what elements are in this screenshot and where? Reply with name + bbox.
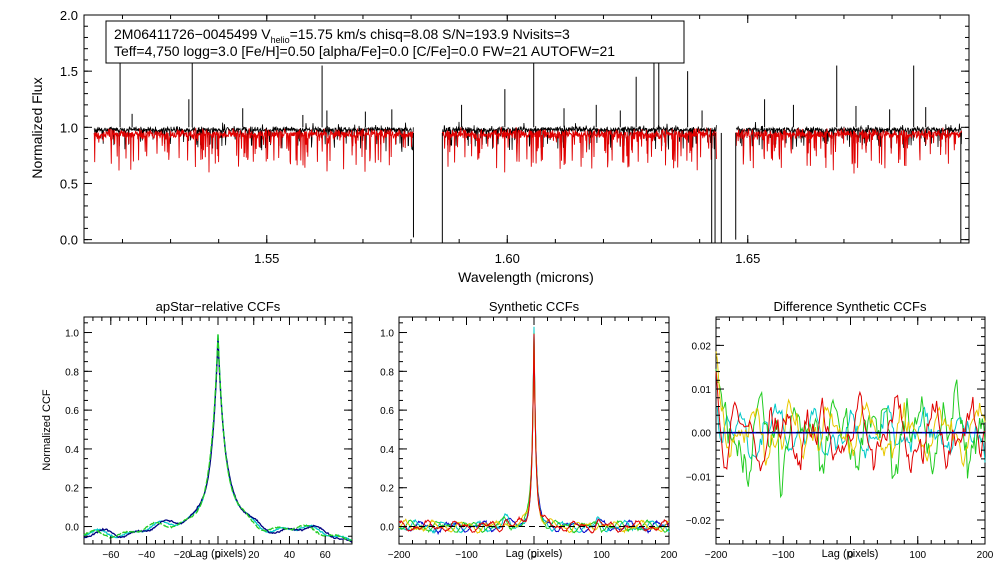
- synthetic-ccf-ytick-label: 1.0: [380, 329, 394, 340]
- synthetic-ccf-panel: −200 −100 0 100 200 0.0 0.2 0.4 0.6 0.8 1.0 Synthe…: [380, 299, 678, 561]
- spectrum-ytick-label: 1.0: [60, 120, 78, 135]
- difference-ccf-xlabel: Lag (pixels): [822, 548, 879, 560]
- apstar-ccf-series-3: [83, 333, 353, 542]
- annotation-line1-post: =15.75 km/s chisq=8.08 S/N=193.9 Nvisits…: [290, 26, 570, 42]
- spectrum-plot-frame: [83, 14, 970, 244]
- synthetic-ccf-ytick-label: 0.6: [380, 406, 394, 417]
- difference-ccf-series-4: [715, 351, 986, 468]
- synthetic-ccf-series-2: [398, 326, 670, 535]
- difference-ccf-title: Difference Synthetic CCFs: [774, 299, 927, 314]
- spectrum-panel: 1.55 1.60 1.65 0.0 0.5 1.0 1.5 2.0 2M06411726−0…: [29, 8, 970, 285]
- spectrum-annotation-line2: Teff=4,750 logg=3.0 [Fe/H]=0.50 [alpha/F…: [114, 43, 615, 59]
- apstar-ccf-series-2: [83, 334, 353, 542]
- apstar-ccf-xlabel: Lag (pixels): [190, 548, 247, 560]
- spectrum-annotation-line1: 2M06411726−0045499 Vhelio=15.75 km/s chi…: [114, 26, 570, 45]
- spectrum-xtick-label: 1.55: [254, 251, 279, 266]
- apstar-ccf-xtick-label: −40: [138, 550, 155, 561]
- difference-ccf-axes: −200 −100 0 100 200 −0.02 −0.01 0.00 0.01 0.02: [686, 317, 994, 561]
- difference-ccf-plot-frame: [715, 316, 986, 545]
- difference-ccf-series-group: [715, 351, 986, 499]
- difference-ccf-xtick-label: 200: [977, 550, 994, 561]
- annotation-line1-pre: 2M06411726−0045499 V: [114, 26, 271, 42]
- spectrum-ytick-label: 1.5: [60, 64, 78, 79]
- apstar-ccf-ylabel: Normalized CCF: [41, 389, 53, 471]
- difference-ccf-ytick-label: −0.02: [686, 516, 712, 527]
- apstar-ccf-panel: −60 −40 −20 0 20 40 60 0.0 0.2 0.4 0.6 0.8 1.0 apSta…: [41, 299, 353, 561]
- apstar-ccf-title: apStar−relative CCFs: [156, 299, 281, 314]
- spectrum-xlabel: Wavelength (microns): [458, 269, 594, 285]
- synthetic-ccf-ytick-label: 0.2: [380, 484, 394, 495]
- apstar-ccf-series-1: [83, 338, 353, 543]
- difference-ccf-ytick-label: −0.01: [686, 472, 712, 483]
- difference-ccf-ytick-label: 0.02: [692, 341, 712, 352]
- spectrum-ytick-label: 0.5: [60, 176, 78, 191]
- synthetic-ccf-xtick-label: 100: [593, 550, 610, 561]
- apstar-ccf-series-group: [83, 333, 353, 543]
- spectrum-xtick-label: 1.65: [735, 251, 760, 266]
- spectrum-xtick-label: 1.60: [495, 251, 520, 266]
- apstar-ccf-axes: −60 −40 −20 0 20 40 60 0.0 0.2 0.4 0.6 0.8 1.0: [65, 317, 353, 561]
- spectrum-ytick-label: 0.0: [60, 233, 78, 248]
- difference-ccf-xtick-label: −200: [705, 550, 728, 561]
- annotation-line1-sub: helio: [271, 35, 290, 45]
- apstar-ccf-xtick-label: 20: [248, 550, 260, 561]
- synthetic-ccf-xtick-label: 200: [661, 550, 678, 561]
- synthetic-ccf-series-group: [398, 326, 670, 536]
- apstar-ccf-xtick-label: 60: [320, 550, 332, 561]
- difference-ccf-xtick-label: 100: [909, 550, 926, 561]
- apstar-ccf-ytick-label: 0.0: [65, 523, 79, 534]
- synthetic-ccf-ytick-label: 0.8: [380, 367, 394, 378]
- synthetic-ccf-ytick-label: 0.0: [380, 523, 394, 534]
- synthetic-ccf-title: Synthetic CCFs: [489, 299, 580, 314]
- synthetic-ccf-ytick-label: 0.4: [380, 445, 394, 456]
- synthetic-ccf-axes: −200 −100 0 100 200 0.0 0.2 0.4 0.6 0.8 1.0: [380, 317, 678, 561]
- apstar-ccf-ytick-label: 1.0: [65, 329, 79, 340]
- difference-ccf-ytick-label: 0.00: [692, 429, 712, 440]
- apstar-ccf-xtick-label: −60: [102, 550, 119, 561]
- synthetic-ccf-series-5: [398, 333, 670, 534]
- synthetic-ccf-xlabel: Lag (pixels): [506, 548, 563, 560]
- synthetic-ccf-xtick-label: −200: [388, 550, 411, 561]
- difference-ccf-xtick-label: 0: [848, 550, 854, 561]
- spectrum-series-model: [93, 126, 963, 174]
- apstar-ccf-ytick-label: 0.8: [65, 367, 79, 378]
- apstar-ccf-xtick-label: 40: [284, 550, 296, 561]
- spectrum-ylabel: Normalized Flux: [29, 77, 45, 178]
- apstar-ccf-ytick-label: 0.2: [65, 484, 79, 495]
- spectrum-annotation-box: [105, 20, 685, 64]
- difference-ccf-panel: −200 −100 0 100 200 −0.02 −0.01 0.00 0.01 0.02 Di…: [686, 299, 994, 561]
- spectrum-series-group: [93, 26, 963, 243]
- spectrum-ytick-label: 2.0: [60, 8, 78, 23]
- synthetic-ccf-xtick-label: −100: [455, 550, 478, 561]
- apstar-ccf-ytick-label: 0.6: [65, 406, 79, 417]
- apstar-ccf-ytick-label: 0.4: [65, 445, 79, 456]
- difference-ccf-xtick-label: −100: [772, 550, 795, 561]
- difference-ccf-ytick-label: 0.01: [692, 385, 712, 396]
- apstar-ccf-xtick-label: −20: [174, 550, 191, 561]
- synthetic-ccf-xtick-label: 0: [531, 550, 537, 561]
- spectrum-axes: 1.55 1.60 1.65 0.0 0.5 1.0 1.5 2.0: [60, 8, 969, 266]
- apstar-ccf-xtick-label: 0: [215, 550, 221, 561]
